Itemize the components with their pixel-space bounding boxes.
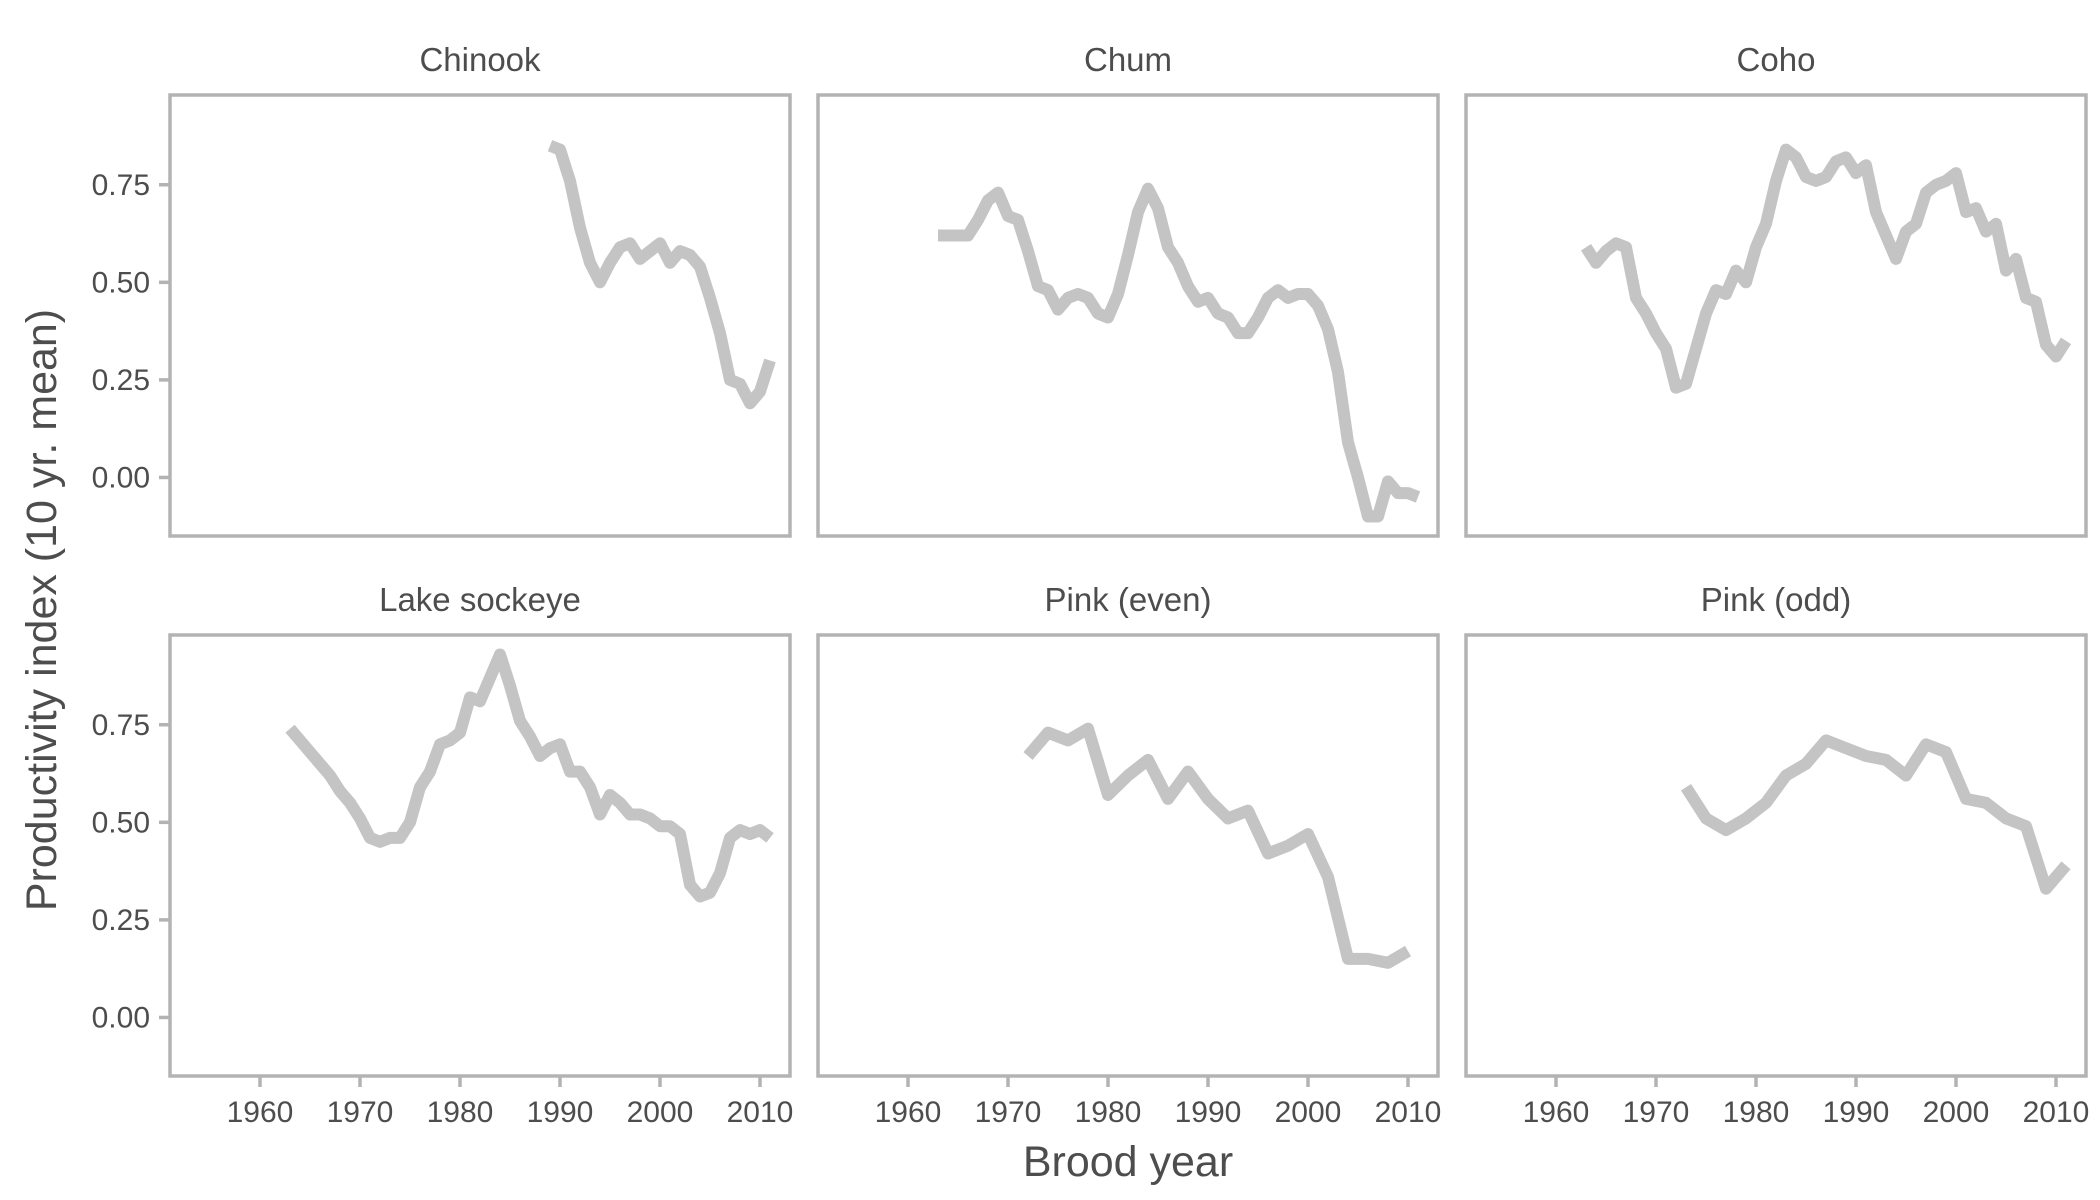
- x-tick-label: 2000: [1275, 1096, 1342, 1129]
- panel-title-pink-odd: Pink (odd): [1701, 581, 1851, 618]
- panel-title-chinook: Chinook: [419, 41, 541, 78]
- x-tick-label: 1980: [1723, 1096, 1790, 1129]
- series-line-chum: [938, 182, 1421, 523]
- panel-lake-sockeye: Lake sockeye 0.00 0.25 0.50 0.75 1960 1970 1980…: [92, 581, 794, 1129]
- panel-coho: Coho: [1464, 41, 2088, 538]
- x-tick-label: 2000: [627, 1096, 694, 1129]
- panel-title-lake-sockeye: Lake sockeye: [379, 581, 581, 618]
- series-line-coho: [1580, 143, 2072, 394]
- y-tick-label: 0.00: [92, 1001, 150, 1034]
- y-tick-label: 0.25: [92, 904, 150, 937]
- panel-frame-chinook: [168, 93, 792, 538]
- x-tick-label: 1980: [1075, 1096, 1142, 1129]
- panel-pink-odd: Pink (odd) 1960 1970 1980 1990 2000 2010: [1464, 581, 2090, 1129]
- x-tick-label: 1980: [427, 1096, 494, 1129]
- y-tick-label: 0.50: [92, 806, 150, 839]
- panel-frame-pink-odd: [1464, 633, 2088, 1078]
- series-line-pink-even: [1023, 722, 1412, 969]
- x-axis-title: Brood year: [1023, 1138, 1233, 1186]
- y-tick-label: 0.50: [92, 266, 150, 299]
- series-line-pink-odd: [1680, 734, 2071, 895]
- panel-title-coho: Coho: [1737, 41, 1816, 78]
- panel-chinook: Chinook 0.00 0.25 0.50 0.75: [92, 41, 792, 538]
- panel-chum: Chum: [816, 41, 1440, 538]
- x-tick-label: 2010: [1375, 1096, 1442, 1129]
- panel-frame-pink-even: [816, 633, 1440, 1078]
- x-tick-label: 1990: [527, 1096, 594, 1129]
- x-tick-label: 1960: [875, 1096, 942, 1129]
- panel-pink-even: Pink (even) 1960 1970 1980 1990 2000 2010: [816, 581, 1442, 1129]
- panel-frame-lake-sockeye: [168, 633, 792, 1078]
- y-tick-label: 0.75: [92, 709, 150, 742]
- y-tick-label: 0.25: [92, 364, 150, 397]
- x-tick-label: 2010: [727, 1096, 794, 1129]
- x-tick-label: 1970: [327, 1096, 394, 1129]
- y-axis-title: Productivity index (10 yr. mean): [18, 309, 66, 911]
- panels-layer: Chinook 0.00 0.25 0.50 0.75 Chum Coho Lake sock…: [92, 41, 2090, 1129]
- panel-title-chum: Chum: [1084, 41, 1172, 78]
- x-tick-label: 1960: [1523, 1096, 1590, 1129]
- y-tick-label: 0.00: [92, 461, 150, 494]
- x-tick-label: 1970: [1623, 1096, 1690, 1129]
- x-tick-label: 1990: [1823, 1096, 1890, 1129]
- panel-title-pink-even: Pink (even): [1045, 581, 1212, 618]
- x-tick-label: 2000: [1923, 1096, 1990, 1129]
- series-line-chinook: [547, 140, 776, 410]
- y-tick-label: 0.75: [92, 169, 150, 202]
- panel-frame-chum: [816, 93, 1440, 538]
- x-tick-label: 1970: [975, 1096, 1042, 1129]
- series-line-lake-sockeye: [285, 648, 774, 903]
- x-tick-label: 2010: [2023, 1096, 2090, 1129]
- x-tick-label: 1990: [1175, 1096, 1242, 1129]
- panel-frame-coho: [1464, 93, 2088, 538]
- x-tick-label: 1960: [227, 1096, 294, 1129]
